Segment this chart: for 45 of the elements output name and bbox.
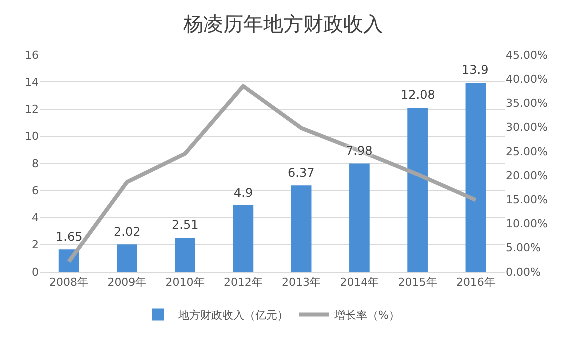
bar: [291, 186, 312, 272]
legend-label: 地方财政收入（亿元）: [178, 309, 288, 322]
x-tick-label: 2008年: [50, 276, 89, 290]
x-tick-label: 2015年: [398, 276, 438, 290]
y2-tick-label: 30.00%: [506, 121, 548, 134]
bar: [350, 164, 370, 272]
x-tick-label: 2010年: [166, 276, 205, 290]
chart-title: 杨凌历年地方财政收入: [182, 12, 384, 36]
y-tick-label: 6: [32, 184, 39, 198]
x-tick-label: 2016年: [456, 276, 496, 290]
data-label: 13.9: [462, 63, 489, 77]
data-label: 2.02: [114, 225, 141, 239]
x-tick-label: 2014年: [340, 276, 380, 290]
bar: [233, 206, 254, 272]
y-tick-label: 16: [25, 48, 39, 62]
y2-tick-label: 15.00%: [506, 194, 548, 207]
y-tick-label: 14: [25, 76, 39, 89]
data-label: 12.08: [401, 88, 436, 102]
data-label: 4.9: [234, 186, 254, 200]
y-tick-label: 10: [25, 130, 39, 144]
data-label: 7.98: [346, 144, 373, 158]
y2-tick-label: 10.00%: [506, 218, 548, 231]
bar: [466, 83, 486, 272]
bar: [117, 244, 138, 272]
y2-tick-label: 40.00%: [506, 72, 548, 86]
y2-tick-label: 35.00%: [506, 97, 548, 110]
y-tick-label: 4: [32, 212, 39, 225]
y2-tick-label: 0.00%: [506, 266, 541, 279]
y2-tick-label: 20.00%: [506, 169, 548, 182]
y2-tick-label: 25.00%: [506, 145, 548, 158]
bar: [408, 108, 428, 272]
y-tick-label: 8: [32, 157, 39, 170]
x-tick-label: 2009年: [108, 276, 147, 290]
data-label: 6.37: [288, 166, 315, 180]
x-tick-label: 2013年: [282, 276, 322, 290]
legend-label: 增长率（%）: [334, 309, 400, 322]
y-tick-label: 12: [25, 103, 39, 116]
y-tick-label: 2: [32, 238, 39, 252]
y2-tick-label: 45.00%: [506, 48, 548, 62]
data-label: 1.65: [56, 230, 83, 244]
bar: [175, 238, 196, 272]
data-label: 2.51: [172, 218, 199, 232]
x-tick-label: 2012年: [224, 276, 263, 290]
y2-tick-label: 5.00%: [506, 242, 541, 255]
y-tick-label: 0: [32, 266, 39, 279]
